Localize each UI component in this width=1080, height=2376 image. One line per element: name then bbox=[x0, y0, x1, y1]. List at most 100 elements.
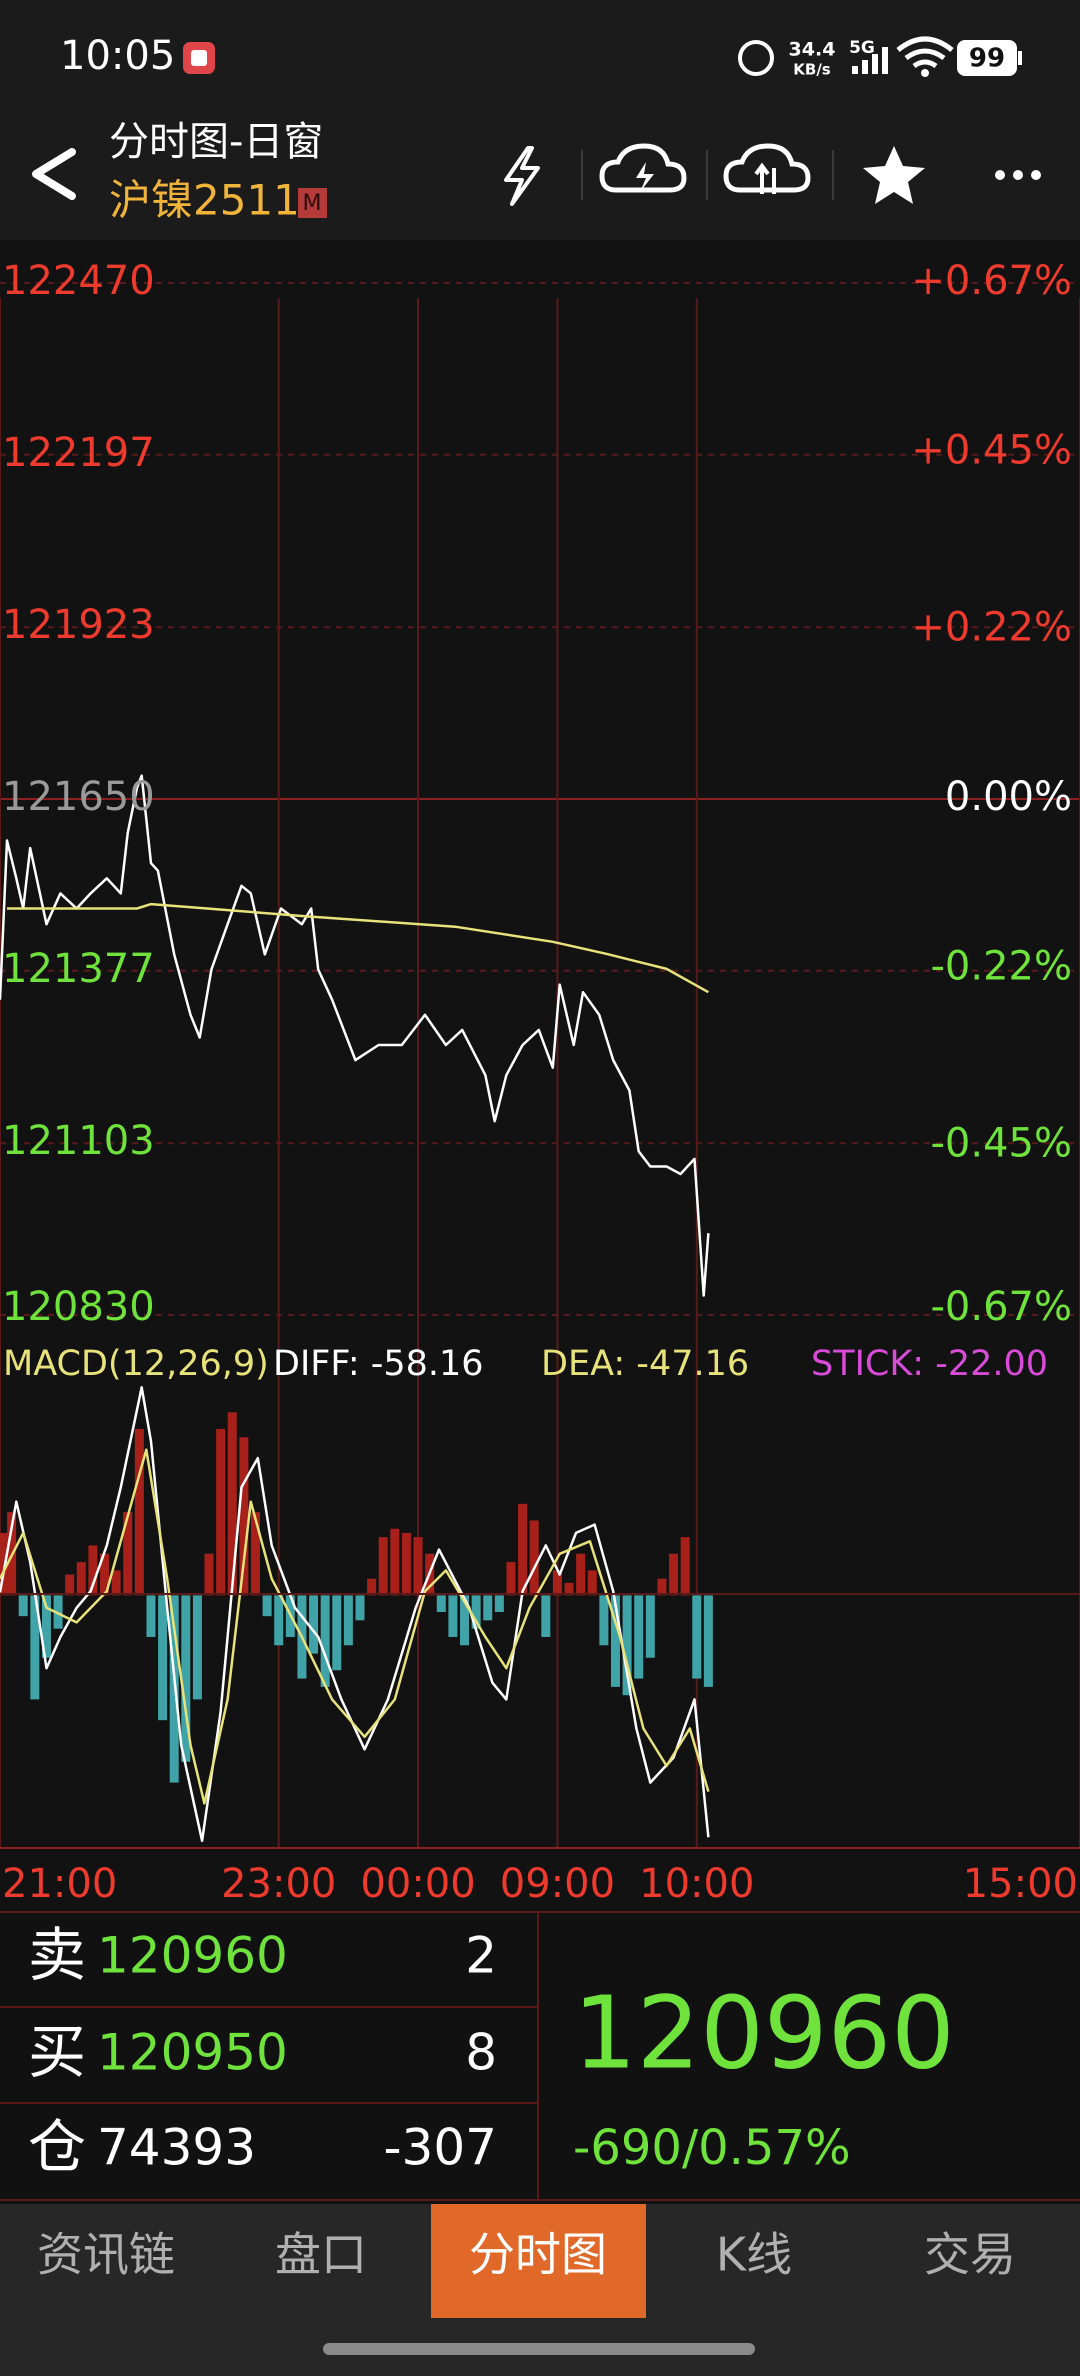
battery-icon bbox=[957, 40, 1017, 76]
x-tick-label: 23:00 bbox=[221, 1861, 336, 1907]
y2-tick-label: -0.22% bbox=[930, 943, 1072, 989]
header-title: 分时图-日窗 bbox=[109, 119, 323, 165]
wifi-dot bbox=[921, 69, 929, 77]
favorite-button[interactable] bbox=[863, 146, 925, 204]
macd-bar bbox=[552, 1570, 562, 1596]
macd-bar bbox=[192, 1595, 202, 1700]
quote-side: 仓 bbox=[28, 2113, 86, 2181]
x-tick-label: 00:00 bbox=[360, 1861, 475, 1907]
macd-bar bbox=[610, 1595, 620, 1687]
macd-bar bbox=[669, 1553, 679, 1596]
series-line bbox=[0, 1386, 710, 1843]
flash-button[interactable] bbox=[504, 146, 540, 206]
macd-bar bbox=[622, 1595, 632, 1696]
macd-legend: STICK: -22.00 bbox=[811, 1344, 1048, 1384]
macd-bar bbox=[390, 1528, 400, 1596]
macd-bar bbox=[448, 1595, 458, 1637]
tab[interactable]: 分时图 bbox=[469, 2228, 607, 2282]
net-unit: KB/s bbox=[793, 61, 831, 79]
macd-bar bbox=[460, 1595, 470, 1646]
quote-qty: 8 bbox=[465, 2024, 497, 2082]
macd-bar bbox=[506, 1562, 516, 1596]
macd-bar bbox=[587, 1570, 597, 1596]
signal-bars bbox=[852, 47, 888, 74]
quote-price: 120950 bbox=[97, 2024, 288, 2082]
last-price: 120960 bbox=[573, 1974, 955, 2091]
macd-bar bbox=[274, 1595, 284, 1646]
macd-bar bbox=[529, 1520, 539, 1596]
back-button[interactable] bbox=[32, 148, 76, 200]
macd-bar bbox=[332, 1595, 342, 1671]
macd-bar bbox=[378, 1537, 388, 1596]
macd-bar bbox=[483, 1595, 493, 1621]
y2-tick-label: +0.22% bbox=[911, 605, 1072, 651]
x-tick-label: 21:00 bbox=[2, 1861, 117, 1907]
macd-bar bbox=[367, 1578, 377, 1596]
macd-bar bbox=[703, 1595, 713, 1687]
badge: M bbox=[303, 191, 322, 216]
macd-bar bbox=[41, 1595, 51, 1658]
quote-price: 120960 bbox=[97, 1927, 288, 1985]
tab[interactable]: 盘口 bbox=[275, 2228, 367, 2282]
x-tick-label: 09:00 bbox=[500, 1861, 615, 1907]
macd-bar bbox=[158, 1595, 168, 1721]
wifi-icon bbox=[896, 36, 954, 69]
net-speed: 34.4 bbox=[789, 39, 836, 61]
battery-tip bbox=[1018, 51, 1022, 65]
macd-bar bbox=[76, 1562, 86, 1596]
home-indicator bbox=[323, 2343, 755, 2355]
macd-bar bbox=[413, 1537, 423, 1596]
active-tab-bg bbox=[431, 2204, 646, 2318]
series-line bbox=[0, 774, 710, 1297]
cloud-sync-button[interactable] bbox=[599, 143, 687, 193]
y-tick-label: 121650 bbox=[2, 774, 155, 820]
macd-bar bbox=[181, 1595, 191, 1762]
tab-bar: 资讯链 盘口 分时图 K线 交易 bbox=[37, 2204, 1016, 2318]
price-change: -690/0.57% bbox=[573, 2120, 851, 2176]
quote-price: 74393 bbox=[97, 2119, 256, 2177]
series-line bbox=[0, 1448, 710, 1805]
alarm-icon bbox=[738, 40, 774, 76]
macd-bar bbox=[436, 1595, 446, 1612]
macd-bar bbox=[645, 1595, 655, 1658]
tab[interactable]: 资讯链 bbox=[37, 2228, 175, 2282]
y2-tick-label: -0.67% bbox=[930, 1284, 1072, 1330]
y2-tick-label: +0.45% bbox=[911, 427, 1072, 473]
more-button[interactable] bbox=[995, 170, 1041, 180]
x-tick-label: 10:00 bbox=[639, 1861, 754, 1907]
macd-bar bbox=[53, 1595, 63, 1629]
y-tick-label: 120830 bbox=[2, 1284, 155, 1330]
macd-bar bbox=[355, 1595, 365, 1621]
macd-bar bbox=[134, 1428, 144, 1596]
macd-bar bbox=[146, 1595, 156, 1637]
macd-bar bbox=[216, 1428, 226, 1596]
chart-bg bbox=[0, 240, 1080, 1912]
top-bar-bg bbox=[0, 0, 1080, 240]
quote: 卖 120960 2 买 120950 8 仓 74393 -307 bbox=[28, 1921, 497, 2181]
macd-bar bbox=[657, 1578, 667, 1596]
macd-bar bbox=[227, 1412, 237, 1596]
symbol-name[interactable]: 沪镍2511 bbox=[109, 176, 300, 225]
y2-tick-label: 0.00% bbox=[945, 774, 1072, 820]
tab[interactable]: K线 bbox=[716, 2228, 792, 2282]
quote-bg bbox=[0, 1912, 1080, 2204]
lines bbox=[0, 774, 710, 1843]
macd-bar bbox=[30, 1595, 40, 1700]
macd-bar bbox=[541, 1595, 551, 1637]
tab[interactable]: 交易 bbox=[924, 2228, 1016, 2282]
cloud-arrows bbox=[754, 162, 776, 194]
cloud-upload-button[interactable] bbox=[723, 143, 811, 193]
macd-bar bbox=[692, 1595, 702, 1679]
macd-bar bbox=[343, 1595, 353, 1646]
y-tick-label: 122197 bbox=[2, 430, 155, 476]
x-tick-label: 15:00 bbox=[963, 1861, 1078, 1907]
cloud-bolt bbox=[636, 162, 654, 192]
macd-bar bbox=[599, 1595, 609, 1646]
y-tick-label: 121103 bbox=[2, 1118, 155, 1164]
y-tick-label: 121923 bbox=[2, 602, 155, 648]
macd-legend: DEA: -47.16 bbox=[541, 1344, 749, 1384]
macd-bar bbox=[262, 1595, 272, 1617]
macd-legend: MACD(12,26,9) bbox=[3, 1344, 269, 1384]
macd-bar bbox=[564, 1582, 574, 1596]
